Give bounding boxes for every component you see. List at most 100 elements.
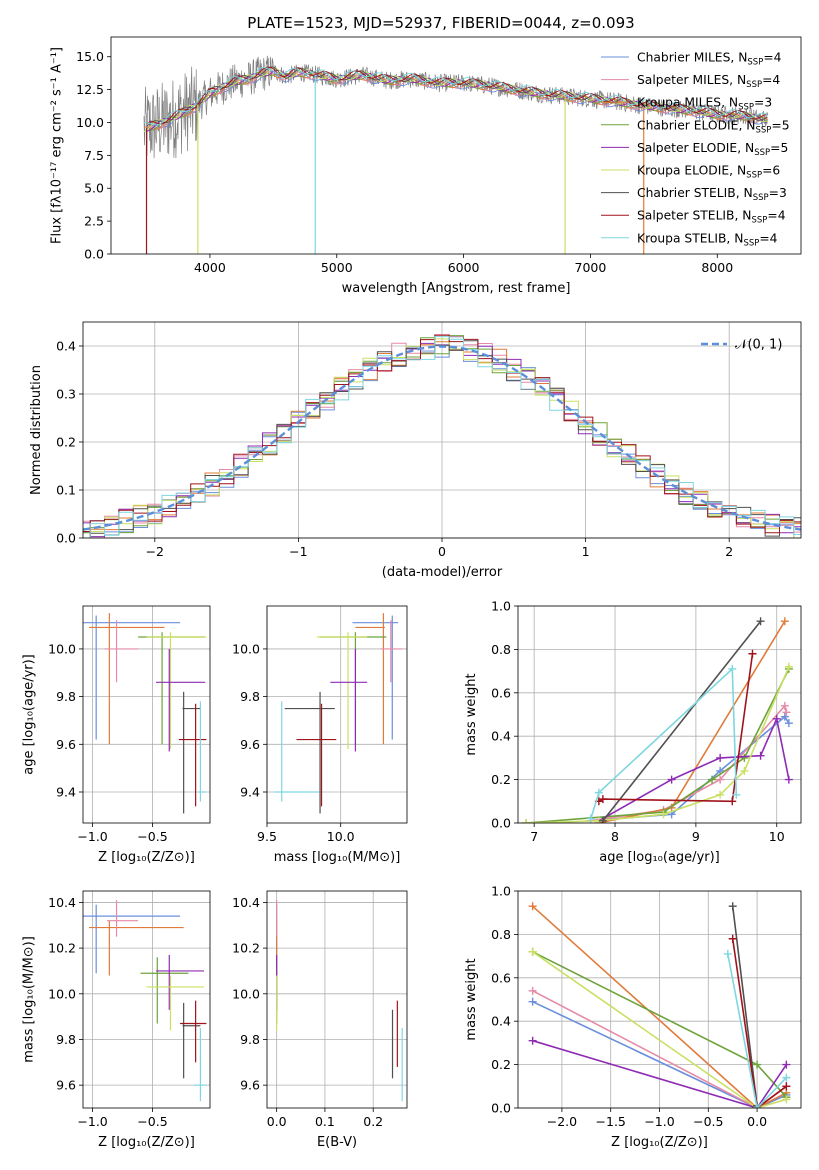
legend-label: Salpeter STELIB, NSSP=4 — [637, 209, 786, 226]
series-marker — [740, 753, 749, 762]
y-tick-label: 9.4 — [240, 785, 260, 800]
x-tick-label: −0.5 — [137, 1114, 167, 1129]
series-line — [598, 653, 754, 803]
plot-area — [274, 613, 403, 814]
errorbar-point — [355, 613, 385, 745]
y-tick-label: 15.0 — [76, 49, 104, 64]
x-tick-label: 7 — [530, 829, 538, 844]
y-tick-label: 0.4 — [491, 1014, 511, 1029]
series-marker — [756, 751, 765, 760]
y-axis-label: Normed distribution — [29, 365, 44, 495]
errorbar-point — [180, 1000, 207, 1063]
series-marker — [528, 902, 537, 911]
series-marker — [528, 986, 537, 995]
y-tick-label: 0.4 — [491, 729, 511, 744]
errorbar-point — [106, 900, 139, 937]
plot-area — [522, 617, 793, 823]
errorbar-point — [194, 1028, 207, 1102]
x-tick-label: −1.0 — [77, 829, 107, 844]
series-marker — [782, 1073, 791, 1082]
series-marker — [716, 753, 725, 762]
errorbar-point — [156, 648, 206, 752]
errorbar-point — [146, 975, 205, 1031]
series-marker — [748, 649, 757, 658]
gaussian-curve — [83, 345, 801, 531]
series-marker — [772, 714, 781, 723]
series-line — [590, 667, 738, 819]
series-line — [526, 666, 790, 823]
panel-massweight_age: 7 8 9 10 0.0 0.2 0.4 0.6 0.8 1.0 age [log₁₀(age/yr… — [464, 599, 802, 865]
y-axis-label: Flux [fλ10⁻¹⁷ erg cm⁻² s⁻¹ A⁻¹] — [50, 47, 65, 244]
series-marker — [780, 617, 789, 626]
y-tick-label: 10.4 — [232, 895, 260, 910]
axes-frame — [517, 890, 802, 1109]
x-tick-label: 10 — [769, 829, 785, 844]
series-marker — [732, 790, 741, 799]
series-marker — [528, 947, 537, 956]
axes: −2 −1 0 1 2 0.0 0.1 0.2 0.3 0.4 (data-model)/error… — [29, 339, 733, 581]
y-tick-label: 10.4 — [48, 895, 76, 910]
errorbar-point — [198, 701, 207, 802]
y-tick-label: 10.2 — [232, 941, 260, 956]
y-tick-label: 0.2 — [56, 435, 76, 450]
y-tick-label: 7.5 — [84, 148, 104, 163]
x-axis-label: Z [log₁₀(Z/Z⊙)] — [611, 1135, 708, 1150]
errorbar-point — [317, 632, 368, 750]
legend-label: Kroupa ELODIE, NSSP=6 — [637, 164, 780, 181]
model-spectrum — [143, 71, 769, 130]
series-marker — [528, 1036, 537, 1045]
x-tick-label: 8000 — [701, 260, 733, 275]
y-tick-label: 9.6 — [240, 1078, 260, 1093]
series-marker — [723, 949, 732, 958]
panel-age_mass: 9.5 10.0 9.4 9.6 9.8 10.0 mass [log₁₀(M/M⊙)] — [232, 605, 408, 865]
series-marker — [728, 797, 737, 806]
legend-label: Chabrier MILES, NSSP=4 — [637, 51, 782, 68]
series-marker — [784, 775, 793, 784]
axes-frame — [82, 890, 211, 1109]
series-line — [727, 953, 787, 1108]
errorbar-point — [274, 701, 319, 802]
x-tick-label: 0.0 — [747, 1114, 767, 1129]
y-tick-label: 9.8 — [240, 1032, 260, 1047]
series-line — [602, 620, 762, 822]
errorbar-point — [146, 632, 207, 750]
axes: −1.0 −0.5 9.6 9.8 10.0 10.2 10.4 Z [log₁₀(Z/Z⊙)… — [22, 895, 195, 1150]
panel-mass_Z: −1.0 −0.5 9.6 9.8 10.0 10.2 10.4 Z [log₁₀(Z/Z⊙)… — [22, 890, 211, 1150]
series-marker — [728, 934, 737, 943]
errorbar-point — [330, 648, 368, 752]
series-kroupa-elodie — [522, 662, 793, 823]
series-marker — [716, 775, 725, 784]
legend-label: Chabrier ELODIE, NSSP=5 — [637, 118, 790, 135]
errorbar-point — [182, 1002, 201, 1079]
legend-label: Kroupa STELIB, NSSP=4 — [637, 231, 778, 248]
series-marker — [594, 788, 603, 797]
legend-label: Salpeter MILES, NSSP=4 — [637, 73, 780, 90]
errorbar-point — [88, 613, 165, 745]
y-tick-label: 5.0 — [84, 181, 104, 196]
legend-label: Kroupa MILES, NSSP=3 — [637, 96, 772, 113]
series-marker — [522, 819, 531, 823]
y-tick-label: 10.0 — [48, 641, 76, 656]
plot-area — [83, 334, 801, 538]
model-spectrum — [146, 66, 768, 125]
y-tick-label: 0.3 — [56, 387, 76, 402]
y-tick-label: 1.0 — [491, 884, 511, 899]
panels: 4000 5000 6000 7000 80000.02.55.07.510.012.5… — [22, 36, 802, 1150]
series-marker — [740, 766, 749, 775]
y-axis-label: mass weight — [464, 673, 479, 755]
plot-area — [83, 613, 207, 814]
y-tick-label: 12.5 — [76, 82, 104, 97]
plot-area — [528, 902, 791, 1108]
y-tick-label: 9.8 — [56, 1032, 76, 1047]
series-marker — [782, 1082, 791, 1091]
series-line — [598, 716, 790, 822]
x-axis-label: age [log₁₀(age/yr)] — [599, 850, 720, 865]
x-axis-label: Z [log₁₀(Z/Z⊙)] — [98, 1135, 195, 1150]
x-tick-label: 1 — [582, 544, 590, 559]
x-tick-label: 0.2 — [363, 1114, 383, 1129]
data-spectrum — [143, 55, 769, 159]
series-kroupa-stelib — [586, 664, 741, 823]
x-tick-label: 0.0 — [267, 1114, 287, 1129]
x-tick-label: −0.5 — [693, 1114, 723, 1129]
